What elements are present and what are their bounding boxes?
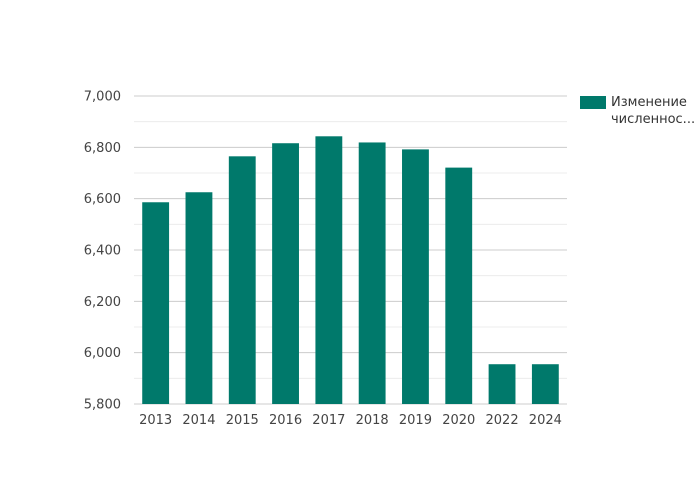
bar [488,364,516,404]
x-tick-label: 2017 [312,413,345,428]
y-tick-label: 5,800 [84,398,121,413]
bar [402,149,429,404]
bar [228,156,256,404]
bar [315,136,343,404]
y-tick-label: 6,400 [84,244,121,259]
bar [272,143,299,404]
bar [185,192,213,404]
y-tick-label: 6,600 [84,192,121,207]
x-tick-label: 2018 [356,413,389,428]
bar [445,167,473,404]
y-tick-label: 6,800 [84,141,121,156]
legend-swatch [580,96,606,109]
x-tick-label: 2019 [399,413,432,428]
x-tick-label: 2020 [442,413,475,428]
legend[interactable]: Изменение численнос... [580,94,699,128]
y-tick-label: 6,000 [84,346,121,361]
x-tick-label: 2013 [139,413,172,428]
y-tick-label: 6,200 [84,295,121,310]
bars [142,136,559,404]
x-tick-label: 2024 [529,413,562,428]
x-tick-label: 2014 [182,413,215,428]
bar [531,364,559,404]
y-axis-tick-labels: 5,800 6,000 6,200 6,400 6,600 6,800 7,000 [84,90,121,413]
x-axis-tick-labels: 2013 2014 2015 2016 2017 2018 2019 2020 2022 2024 [139,413,562,428]
bar [142,202,170,404]
x-tick-label: 2015 [226,413,259,428]
bar [358,142,386,404]
y-tick-label: 7,000 [84,90,121,105]
x-tick-label: 2022 [486,413,519,428]
legend-label: Изменение численнос... [611,95,696,127]
x-tick-label: 2016 [269,413,302,428]
